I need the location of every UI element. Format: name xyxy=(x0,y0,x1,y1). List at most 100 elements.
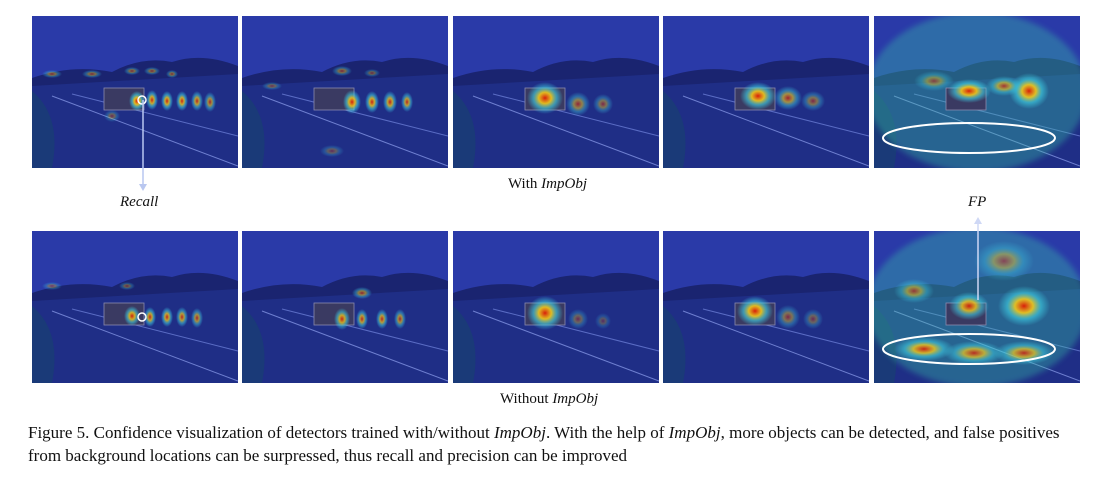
confidence-blob xyxy=(262,82,282,90)
confidence-blob xyxy=(104,110,120,122)
road-line xyxy=(71,308,238,352)
heatmap-panel-top-2 xyxy=(242,16,448,168)
confidence-blob xyxy=(740,82,776,110)
confidence-blob xyxy=(383,91,397,113)
road-line xyxy=(261,310,448,382)
confidence-blob xyxy=(986,76,1022,96)
confidence-blob xyxy=(974,241,1034,281)
marker-circle xyxy=(137,95,147,105)
heatmap-panel-bottom-1 xyxy=(32,231,238,383)
road-line xyxy=(702,308,869,352)
road-line xyxy=(682,310,869,382)
confidence-blob xyxy=(801,91,825,111)
confidence-blob xyxy=(320,145,344,157)
confidence-blob xyxy=(566,92,590,116)
confidence-blob xyxy=(176,91,188,111)
confidence-blob xyxy=(124,306,140,326)
confidence-blob xyxy=(166,70,178,78)
confidence-blob xyxy=(364,69,380,77)
road-line xyxy=(51,95,238,167)
confidence-blob xyxy=(914,71,954,91)
heatmap-scene xyxy=(663,16,869,168)
confidence-blob xyxy=(365,91,379,113)
confidence-blob xyxy=(42,70,62,78)
confidence-blob xyxy=(593,94,613,114)
road-line xyxy=(492,308,659,352)
heatmap-panel-bottom-5 xyxy=(874,231,1080,383)
confidence-blob xyxy=(144,67,160,75)
heatmap-scene xyxy=(453,231,659,383)
confidence-blob xyxy=(949,292,989,320)
confidence-blob xyxy=(204,92,216,112)
confidence-blob xyxy=(332,66,352,76)
confidence-blob xyxy=(129,91,145,111)
confidence-blob xyxy=(894,279,934,303)
confidence-blob xyxy=(161,91,173,111)
grass xyxy=(242,91,265,168)
road-line xyxy=(281,93,448,137)
confidence-blob xyxy=(334,308,350,330)
grass xyxy=(663,306,686,383)
confidence-blob xyxy=(527,82,563,114)
confidence-blob xyxy=(42,282,62,290)
confidence-blob xyxy=(176,307,188,327)
highlight-ellipse xyxy=(882,333,1056,365)
confidence-blob xyxy=(376,309,388,329)
confidence-blob xyxy=(944,341,1004,365)
heatmap-scene xyxy=(32,16,238,168)
road-line xyxy=(472,95,659,167)
grass xyxy=(453,306,476,383)
confidence-blob xyxy=(994,341,1054,365)
heatmap-panel-top-3 xyxy=(453,16,659,168)
confidence-blob xyxy=(356,309,368,329)
heatmap-scene xyxy=(32,231,238,383)
ground xyxy=(242,74,448,168)
road-line xyxy=(682,95,869,167)
confidence-blob xyxy=(568,309,588,329)
confidence-blob xyxy=(894,337,954,361)
road-line xyxy=(702,93,869,137)
marker-circle xyxy=(137,312,147,322)
grass xyxy=(453,91,476,168)
confidence-blob xyxy=(82,70,102,78)
heatmap-panel-top-1 xyxy=(32,16,238,168)
heatmap-scene xyxy=(242,231,448,383)
confidence-blob xyxy=(947,79,991,103)
road-line xyxy=(261,95,448,167)
heatmap-scene xyxy=(453,16,659,168)
heatmap-scene xyxy=(242,16,448,168)
confidence-blob xyxy=(527,296,563,330)
confidence-blob xyxy=(343,90,361,114)
road-line xyxy=(472,310,659,382)
heatmap-scene xyxy=(874,16,1080,168)
confidence-blob xyxy=(737,296,773,326)
confidence-blob xyxy=(352,287,372,299)
heatmap-scene xyxy=(874,231,1080,383)
grass xyxy=(32,306,55,383)
fp-label: FP xyxy=(968,194,987,210)
confidence-blob xyxy=(998,286,1050,326)
road-line xyxy=(71,93,238,137)
confidence-blob xyxy=(394,309,406,329)
confidence-blob xyxy=(401,92,413,112)
confidence-blob xyxy=(774,86,802,110)
confidence-blob xyxy=(191,91,203,111)
recall-label: Recall xyxy=(120,194,159,210)
confidence-blob xyxy=(119,282,135,290)
confidence-blob xyxy=(803,309,823,329)
ground xyxy=(453,289,659,383)
confidence-blob xyxy=(146,90,158,110)
grass xyxy=(663,91,686,168)
confidence-blob xyxy=(595,313,611,329)
confidence-blob xyxy=(144,307,156,327)
heatmap-panel-top-4 xyxy=(663,16,869,168)
confidence-blob xyxy=(191,308,203,328)
heatmap-panel-bottom-2 xyxy=(242,231,448,383)
figure-caption: Figure 5. Confidence visualization of de… xyxy=(28,423,1060,465)
highlight-ellipse xyxy=(882,122,1056,154)
road-line xyxy=(281,308,448,352)
heatmap-panel-top-5 xyxy=(874,16,1080,168)
heatmap-panel-bottom-3 xyxy=(453,231,659,383)
grass xyxy=(32,91,55,168)
grass xyxy=(242,306,265,383)
